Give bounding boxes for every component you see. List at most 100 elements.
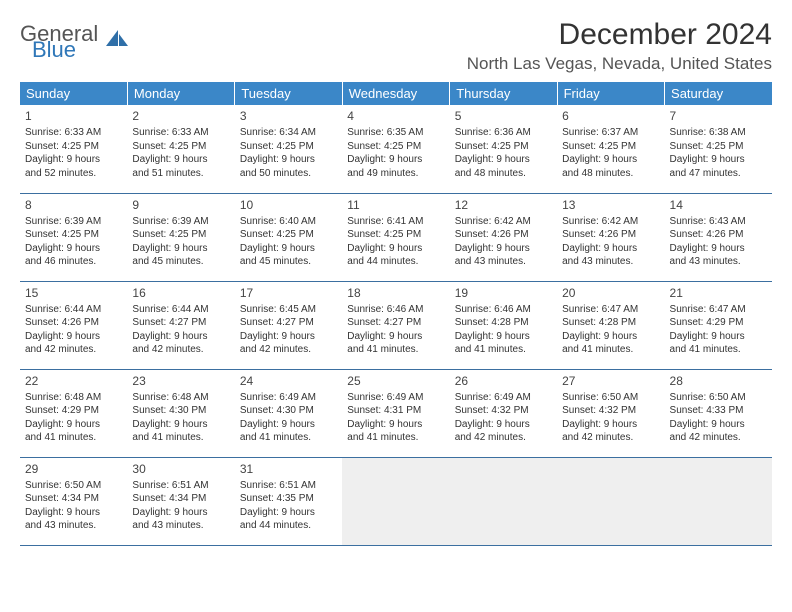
cell-sunrise: Sunrise: 6:41 AM bbox=[347, 215, 444, 229]
cell-dl1: Daylight: 9 hours bbox=[670, 330, 767, 344]
cell-dl2: and 42 minutes. bbox=[670, 431, 767, 445]
cell-sunset: Sunset: 4:28 PM bbox=[562, 316, 659, 330]
calendar-cell: 13Sunrise: 6:42 AMSunset: 4:26 PMDayligh… bbox=[557, 193, 664, 281]
calendar-cell: 15Sunrise: 6:44 AMSunset: 4:26 PMDayligh… bbox=[20, 281, 127, 369]
cell-dl2: and 43 minutes. bbox=[25, 519, 122, 533]
cell-dl1: Daylight: 9 hours bbox=[240, 418, 337, 432]
calendar-cell: 10Sunrise: 6:40 AMSunset: 4:25 PMDayligh… bbox=[235, 193, 342, 281]
cell-sunset: Sunset: 4:25 PM bbox=[347, 228, 444, 242]
day-number: 24 bbox=[240, 373, 337, 389]
cell-dl1: Daylight: 9 hours bbox=[347, 418, 444, 432]
calendar-cell: 27Sunrise: 6:50 AMSunset: 4:32 PMDayligh… bbox=[557, 369, 664, 457]
calendar-cell: 14Sunrise: 6:43 AMSunset: 4:26 PMDayligh… bbox=[665, 193, 772, 281]
sail-icon bbox=[104, 28, 130, 55]
calendar-cell: 19Sunrise: 6:46 AMSunset: 4:28 PMDayligh… bbox=[450, 281, 557, 369]
cell-sunrise: Sunrise: 6:45 AM bbox=[240, 303, 337, 317]
cell-sunset: Sunset: 4:26 PM bbox=[562, 228, 659, 242]
cell-sunset: Sunset: 4:29 PM bbox=[25, 404, 122, 418]
cell-sunrise: Sunrise: 6:44 AM bbox=[25, 303, 122, 317]
weekday-header: Tuesday bbox=[235, 82, 342, 105]
cell-dl1: Daylight: 9 hours bbox=[240, 506, 337, 520]
calendar-body: 1Sunrise: 6:33 AMSunset: 4:25 PMDaylight… bbox=[20, 105, 772, 545]
cell-dl1: Daylight: 9 hours bbox=[25, 153, 122, 167]
cell-dl2: and 41 minutes. bbox=[132, 431, 229, 445]
cell-dl2: and 42 minutes. bbox=[562, 431, 659, 445]
logo: General Blue bbox=[20, 24, 130, 60]
cell-sunset: Sunset: 4:25 PM bbox=[347, 140, 444, 154]
cell-dl2: and 43 minutes. bbox=[562, 255, 659, 269]
cell-sunset: Sunset: 4:30 PM bbox=[240, 404, 337, 418]
weekday-header: Friday bbox=[557, 82, 664, 105]
cell-sunrise: Sunrise: 6:48 AM bbox=[132, 391, 229, 405]
calendar-cell: 28Sunrise: 6:50 AMSunset: 4:33 PMDayligh… bbox=[665, 369, 772, 457]
calendar-row: 15Sunrise: 6:44 AMSunset: 4:26 PMDayligh… bbox=[20, 281, 772, 369]
cell-dl2: and 48 minutes. bbox=[562, 167, 659, 181]
cell-dl1: Daylight: 9 hours bbox=[347, 242, 444, 256]
cell-dl2: and 41 minutes. bbox=[455, 343, 552, 357]
cell-sunset: Sunset: 4:31 PM bbox=[347, 404, 444, 418]
cell-dl1: Daylight: 9 hours bbox=[132, 330, 229, 344]
day-number: 6 bbox=[562, 108, 659, 124]
cell-dl1: Daylight: 9 hours bbox=[240, 330, 337, 344]
day-number: 28 bbox=[670, 373, 767, 389]
calendar-cell: 16Sunrise: 6:44 AMSunset: 4:27 PMDayligh… bbox=[127, 281, 234, 369]
calendar-cell: 26Sunrise: 6:49 AMSunset: 4:32 PMDayligh… bbox=[450, 369, 557, 457]
cell-dl2: and 46 minutes. bbox=[25, 255, 122, 269]
cell-sunrise: Sunrise: 6:49 AM bbox=[455, 391, 552, 405]
calendar-row: 29 Sunrise: 6:50 AM Sunset: 4:34 PM Dayligh… bbox=[20, 457, 772, 545]
cell-sunrise: Sunrise: 6:39 AM bbox=[132, 215, 229, 229]
cell-dl2: and 41 minutes. bbox=[562, 343, 659, 357]
cell-sunset: Sunset: 4:26 PM bbox=[25, 316, 122, 330]
day-number: 22 bbox=[25, 373, 122, 389]
cell-dl1: Daylight: 9 hours bbox=[455, 418, 552, 432]
weekday-header: Monday bbox=[127, 82, 234, 105]
cell-sunrise: Sunrise: 6:36 AM bbox=[455, 126, 552, 140]
cell-sunrise: Sunrise: 6:35 AM bbox=[347, 126, 444, 140]
cell-sunset: Sunset: 4:34 PM bbox=[132, 492, 229, 506]
cell-dl1: Daylight: 9 hours bbox=[670, 418, 767, 432]
calendar-cell: 21Sunrise: 6:47 AMSunset: 4:29 PMDayligh… bbox=[665, 281, 772, 369]
cell-dl2: and 43 minutes. bbox=[455, 255, 552, 269]
cell-sunset: Sunset: 4:27 PM bbox=[347, 316, 444, 330]
cell-sunset: Sunset: 4:26 PM bbox=[670, 228, 767, 242]
cell-dl1: Daylight: 9 hours bbox=[670, 153, 767, 167]
day-number: 3 bbox=[240, 108, 337, 124]
cell-sunset: Sunset: 4:25 PM bbox=[132, 140, 229, 154]
header: General Blue December 2024 North Las Veg… bbox=[20, 18, 772, 74]
cell-sunset: Sunset: 4:25 PM bbox=[132, 228, 229, 242]
cell-sunset: Sunset: 4:27 PM bbox=[240, 316, 337, 330]
cell-sunset: Sunset: 4:29 PM bbox=[670, 316, 767, 330]
cell-sunrise: Sunrise: 6:42 AM bbox=[455, 215, 552, 229]
cell-sunset: Sunset: 4:27 PM bbox=[132, 316, 229, 330]
calendar-cell bbox=[557, 457, 664, 545]
calendar-cell: 1Sunrise: 6:33 AMSunset: 4:25 PMDaylight… bbox=[20, 105, 127, 193]
day-number: 10 bbox=[240, 197, 337, 213]
cell-dl2: and 41 minutes. bbox=[240, 431, 337, 445]
day-number: 29 bbox=[25, 461, 122, 477]
cell-sunrise: Sunrise: 6:50 AM bbox=[25, 479, 122, 493]
cell-dl2: and 42 minutes. bbox=[132, 343, 229, 357]
cell-sunrise: Sunrise: 6:47 AM bbox=[670, 303, 767, 317]
cell-sunset: Sunset: 4:25 PM bbox=[455, 140, 552, 154]
calendar-cell: 8Sunrise: 6:39 AMSunset: 4:25 PMDaylight… bbox=[20, 193, 127, 281]
location: North Las Vegas, Nevada, United States bbox=[467, 54, 772, 74]
cell-sunrise: Sunrise: 6:49 AM bbox=[347, 391, 444, 405]
cell-sunset: Sunset: 4:32 PM bbox=[455, 404, 552, 418]
weekday-header: Saturday bbox=[665, 82, 772, 105]
cell-sunrise: Sunrise: 6:51 AM bbox=[132, 479, 229, 493]
cell-sunrise: Sunrise: 6:46 AM bbox=[455, 303, 552, 317]
cell-sunset: Sunset: 4:25 PM bbox=[670, 140, 767, 154]
cell-dl1: Daylight: 9 hours bbox=[25, 506, 122, 520]
calendar-cell: 20Sunrise: 6:47 AMSunset: 4:28 PMDayligh… bbox=[557, 281, 664, 369]
cell-dl1: Daylight: 9 hours bbox=[562, 153, 659, 167]
day-number: 30 bbox=[132, 461, 229, 477]
calendar-cell bbox=[450, 457, 557, 545]
cell-sunrise: Sunrise: 6:42 AM bbox=[562, 215, 659, 229]
calendar-cell: 25Sunrise: 6:49 AMSunset: 4:31 PMDayligh… bbox=[342, 369, 449, 457]
cell-dl2: and 44 minutes. bbox=[347, 255, 444, 269]
calendar-cell: 2Sunrise: 6:33 AMSunset: 4:25 PMDaylight… bbox=[127, 105, 234, 193]
cell-dl2: and 52 minutes. bbox=[25, 167, 122, 181]
cell-sunrise: Sunrise: 6:50 AM bbox=[670, 391, 767, 405]
cell-dl1: Daylight: 9 hours bbox=[562, 242, 659, 256]
cell-sunset: Sunset: 4:32 PM bbox=[562, 404, 659, 418]
